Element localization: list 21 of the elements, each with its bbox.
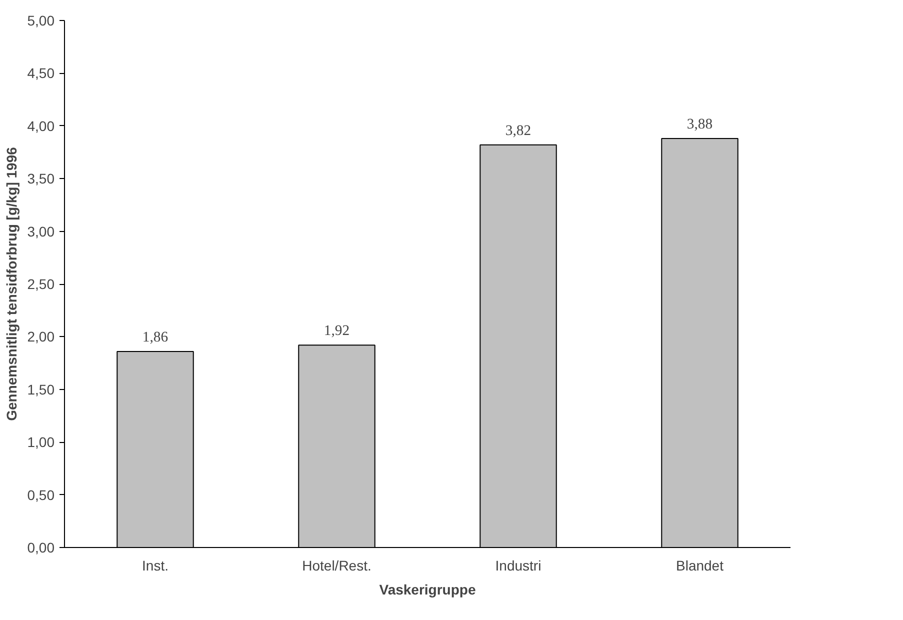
y-tick-label: 2,00	[27, 328, 55, 345]
x-tick-label: Inst.	[142, 558, 168, 574]
y-tick-label: 2,50	[27, 276, 55, 292]
y-tick-label: 0,50	[27, 486, 55, 503]
data-label: 1,86	[142, 329, 168, 346]
y-tick-label: 1,50	[27, 381, 55, 398]
x-tick-label: Industri	[495, 558, 542, 574]
x-tick-label: Blandet	[676, 558, 724, 574]
data-label: 3,82	[505, 122, 532, 139]
x-tick-label: Hotel/Rest.	[302, 558, 372, 574]
y-tick-label: 0,00	[27, 540, 55, 556]
data-label: 1,92	[324, 323, 350, 340]
y-axis-title: Gennemsnitligt tensidforbrug [g/kg] 1996	[3, 146, 20, 421]
y-tick-label: 4,00	[27, 118, 55, 134]
y-tick-label: 4,50	[27, 65, 55, 82]
y-tick-label: 3,50	[27, 170, 55, 187]
y-tick-label: 1,00	[27, 434, 55, 450]
y-tick-label: 3,00	[27, 223, 55, 240]
x-axis-title: Vaskerigruppe	[379, 582, 476, 598]
data-label: 3,88	[686, 116, 713, 133]
y-tick-label: 5,00	[27, 12, 55, 28]
